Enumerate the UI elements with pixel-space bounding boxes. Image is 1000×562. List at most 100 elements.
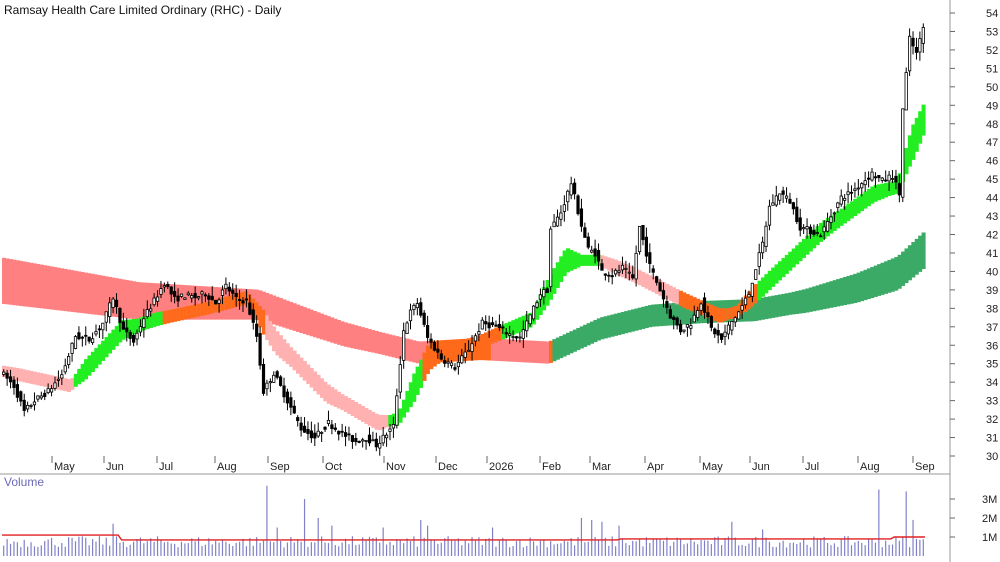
x-tick-label: Mar xyxy=(592,461,611,473)
candle-body xyxy=(477,331,481,335)
short-ribbon-segment xyxy=(265,315,270,341)
long-ribbon-segment xyxy=(121,279,126,318)
short-ribbon-segment xyxy=(716,307,721,323)
short-ribbon-segment xyxy=(904,148,909,175)
candle-body xyxy=(843,197,847,201)
candle-body xyxy=(405,322,409,334)
long-ribbon-segment xyxy=(822,283,827,310)
candle-body xyxy=(525,320,529,332)
candle-body xyxy=(67,355,71,365)
long-ribbon-segment xyxy=(754,298,759,321)
long-ribbon-segment xyxy=(49,266,54,310)
short-ribbon-segment xyxy=(210,300,215,314)
short-ribbon-segment xyxy=(552,268,557,294)
y-tick-label: 33 xyxy=(986,396,998,408)
candle-body xyxy=(381,434,385,444)
long-ribbon-segment xyxy=(169,284,174,320)
short-ribbon-segment xyxy=(665,283,670,300)
long-ribbon-segment xyxy=(555,337,560,360)
long-ribbon-segment xyxy=(484,338,489,361)
short-ribbon-segment xyxy=(781,258,786,278)
x-tick-label: Jul xyxy=(159,461,173,473)
candle-body xyxy=(815,232,819,234)
long-ribbon-segment xyxy=(812,286,817,312)
long-ribbon-segment xyxy=(278,298,283,327)
short-ribbon-segment xyxy=(890,181,895,195)
candle-body xyxy=(542,289,546,298)
candle-body xyxy=(114,299,119,307)
long-ribbon-segment xyxy=(613,313,618,336)
candle-body xyxy=(535,302,539,308)
long-ribbon-segment xyxy=(661,303,666,326)
short-ribbon-segment xyxy=(19,368,24,382)
short-ribbon-segment xyxy=(736,303,741,318)
long-ribbon-segment xyxy=(559,335,564,359)
short-ribbon-segment xyxy=(675,288,680,305)
short-ribbon-segment xyxy=(576,253,581,268)
candle-body xyxy=(132,334,136,343)
candle-body xyxy=(29,405,33,407)
candle-body xyxy=(49,388,54,393)
long-ribbon-segment xyxy=(863,269,868,301)
short-ribbon-segment xyxy=(429,342,434,370)
long-ribbon-segment xyxy=(371,330,376,353)
short-ribbon-segment xyxy=(907,135,912,167)
candle-body xyxy=(484,321,488,325)
short-ribbon-segment xyxy=(343,396,348,413)
short-ribbon-segment xyxy=(66,379,71,392)
short-ribbon-segment xyxy=(419,359,424,388)
long-ribbon-segment xyxy=(343,322,348,347)
candle-body xyxy=(309,430,313,439)
candle-body xyxy=(429,338,433,343)
long-ribbon-segment xyxy=(829,281,834,308)
short-ribbon-segment xyxy=(87,355,92,376)
candle-body xyxy=(743,297,748,306)
candle-body xyxy=(911,37,915,47)
short-ribbon-segment xyxy=(846,203,851,221)
candle-body xyxy=(97,328,102,331)
short-ribbon-segment xyxy=(754,284,759,304)
long-ribbon-segment xyxy=(118,278,123,318)
short-ribbon-segment xyxy=(819,222,824,242)
candle-body xyxy=(265,382,269,390)
long-ribbon-segment xyxy=(487,338,492,361)
candle-body xyxy=(651,268,655,273)
short-ribbon-segment xyxy=(107,333,112,354)
volume-bars xyxy=(2,485,925,556)
short-ribbon-segment xyxy=(169,309,174,323)
long-ribbon-segment xyxy=(90,273,95,315)
candle-body xyxy=(162,285,166,288)
long-ribbon-segment xyxy=(43,265,48,309)
short-ribbon-segment xyxy=(856,196,861,214)
long-ribbon-segment xyxy=(607,315,612,338)
candle-body xyxy=(490,322,495,326)
long-ribbon-segment xyxy=(2,257,7,304)
short-ribbon-segment xyxy=(849,201,854,219)
long-ribbon-segment xyxy=(22,261,27,307)
candle-body xyxy=(904,72,908,111)
candle-body xyxy=(289,397,293,408)
candle-body xyxy=(330,424,334,429)
candle-body xyxy=(19,391,23,402)
candle-body xyxy=(880,177,884,181)
candle-body xyxy=(200,291,204,295)
candle-body xyxy=(398,364,402,393)
candle-body xyxy=(552,221,556,228)
candle-body xyxy=(661,290,666,300)
candle-body xyxy=(795,206,799,223)
candle-body xyxy=(214,299,218,305)
short-ribbon-segment xyxy=(788,251,793,271)
short-ribbon-segment xyxy=(172,308,177,322)
long-ribbon-segment xyxy=(29,262,34,308)
short-ribbon-segment xyxy=(764,274,769,294)
candle-body xyxy=(614,269,618,275)
long-ribbon-segment xyxy=(367,329,372,352)
short-ribbon-segment xyxy=(374,413,379,430)
short-ribbon-segment xyxy=(254,302,259,320)
short-ribbon-segment xyxy=(637,270,642,286)
candle-body xyxy=(761,241,765,254)
long-ribbon-segment xyxy=(672,303,677,326)
long-ribbon-segment xyxy=(750,299,755,322)
candle-body xyxy=(562,204,566,212)
candle-body xyxy=(43,392,47,397)
